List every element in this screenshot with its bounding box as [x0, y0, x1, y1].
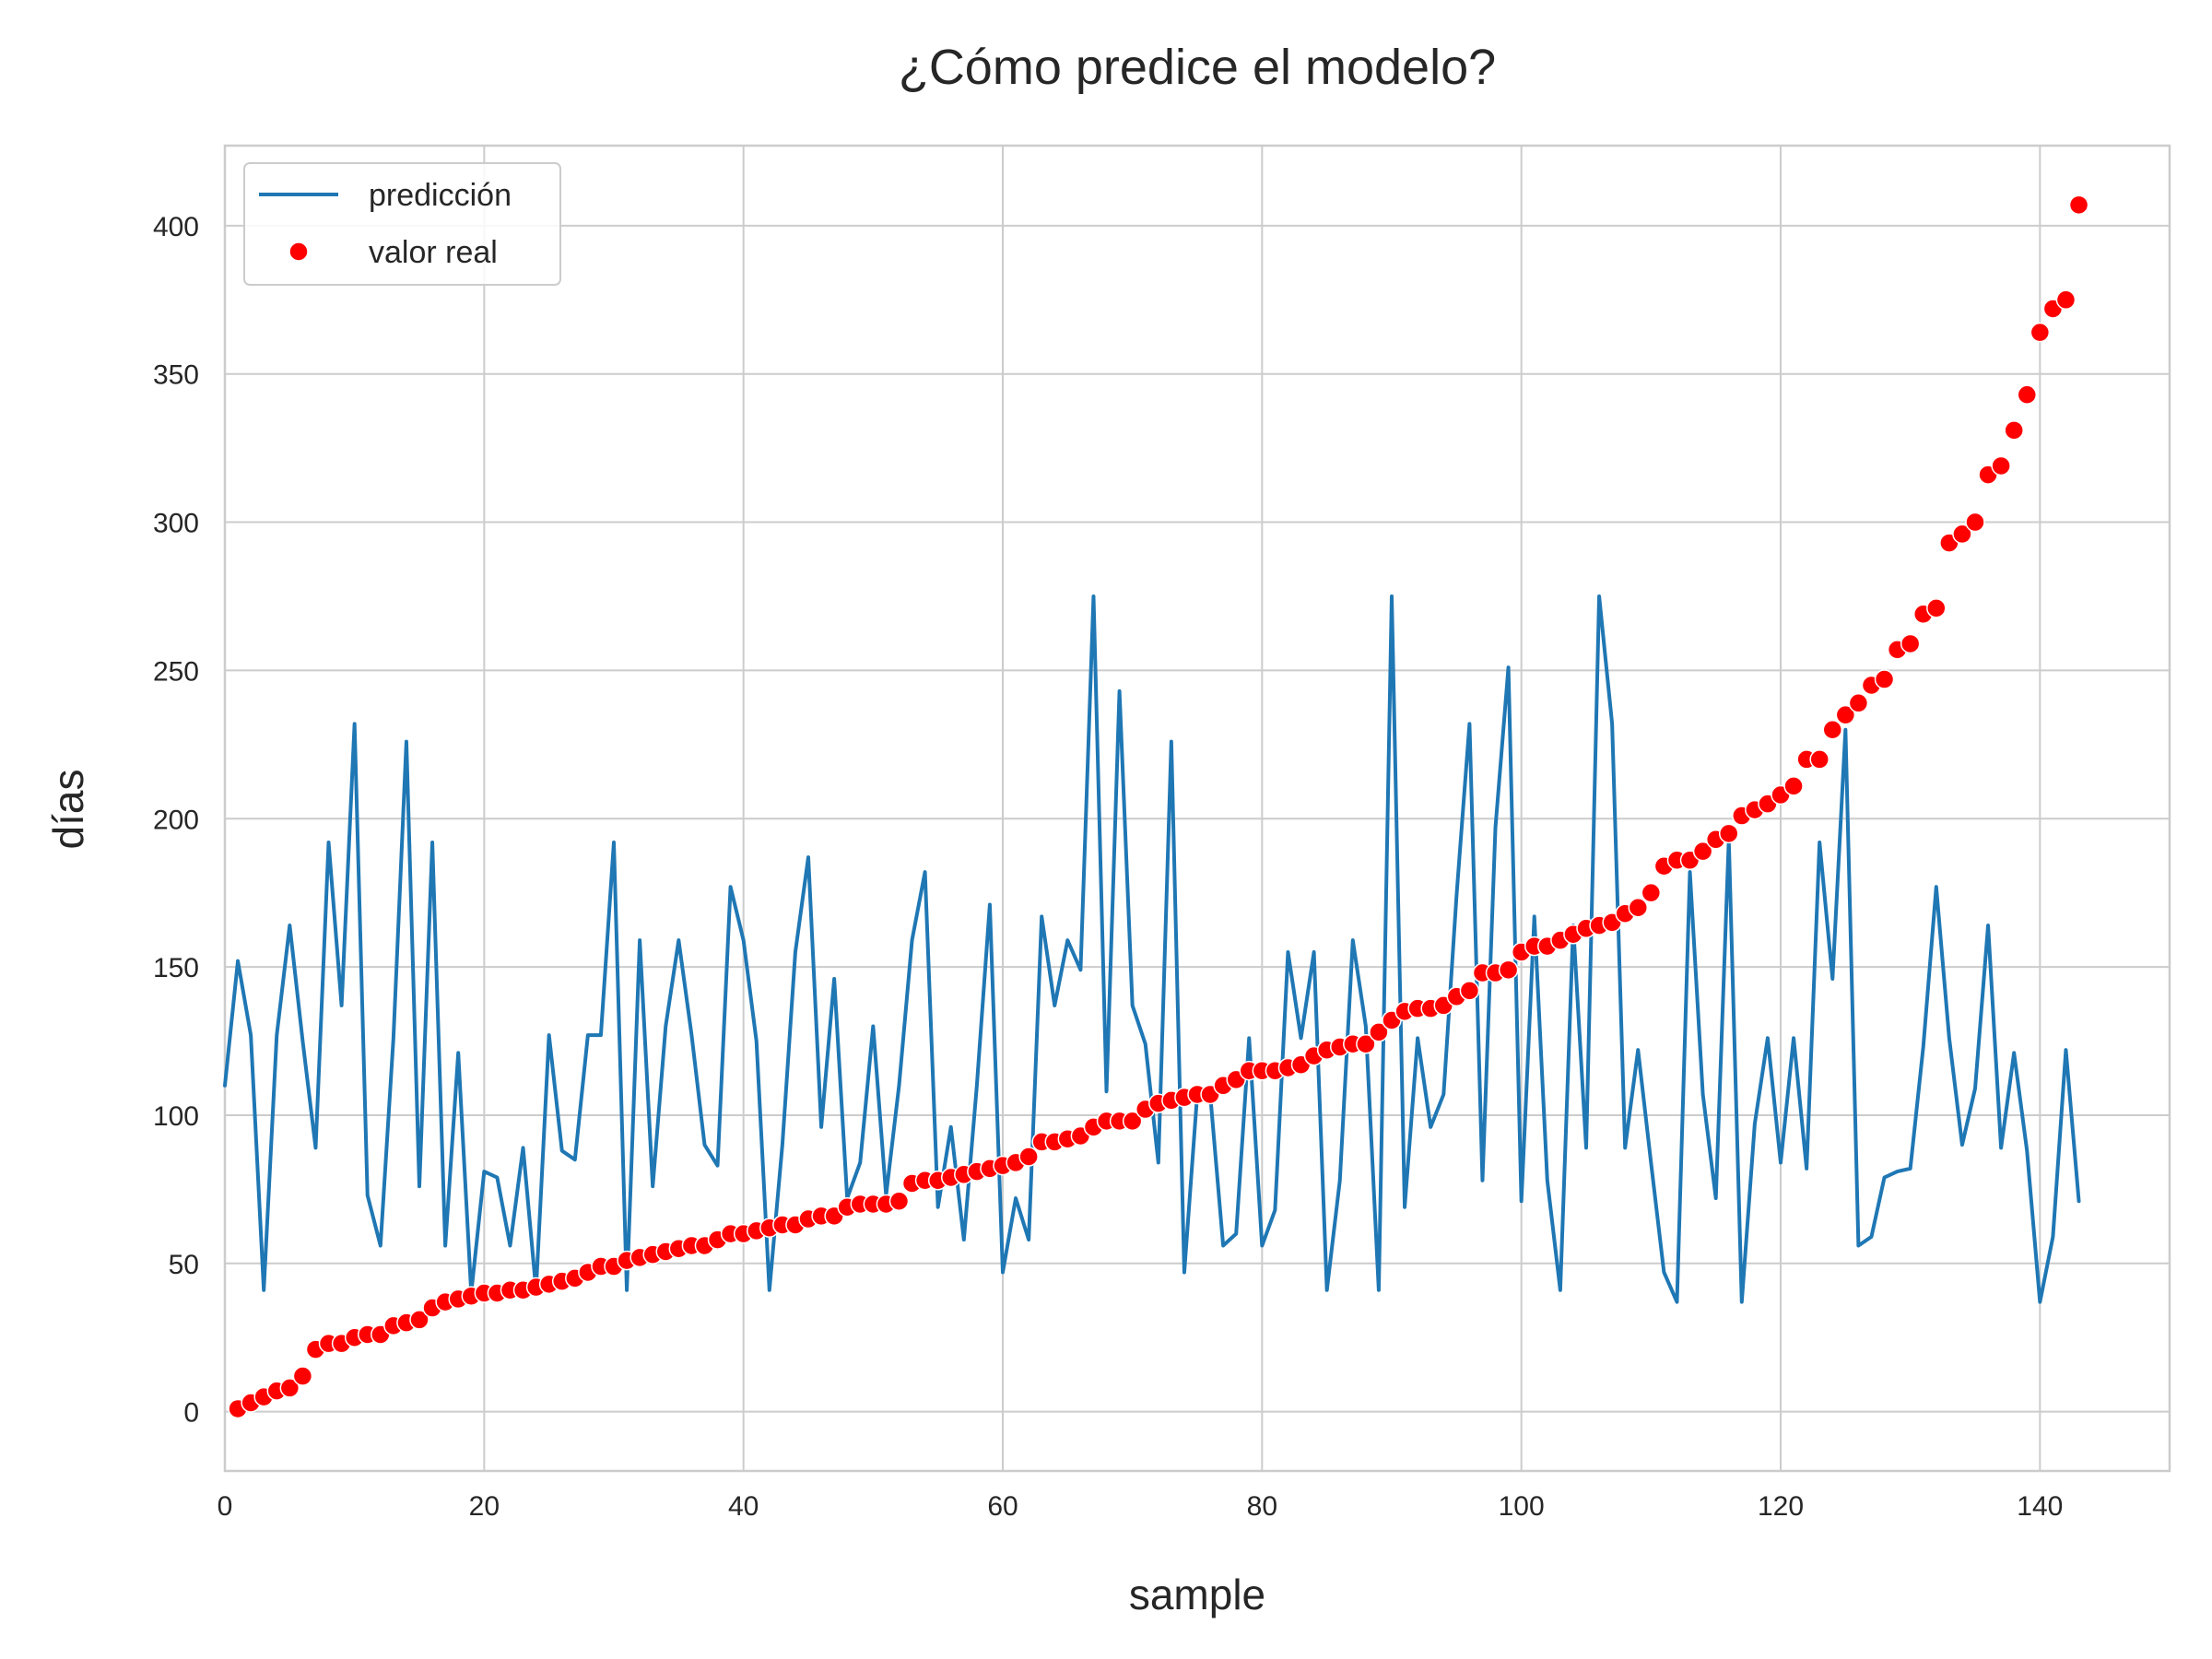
actual-point [1991, 455, 2011, 477]
actual-point [279, 1378, 300, 1398]
actual-point [1822, 720, 1843, 740]
actual-point [2030, 322, 2051, 343]
actual-point [409, 1310, 429, 1330]
actual-point [1628, 898, 1649, 918]
plot-frame [223, 144, 2171, 1473]
actual-point [1835, 704, 1856, 725]
x-tick-label: 140 [2017, 1491, 2063, 1522]
actual-point [1783, 776, 1804, 796]
actual-point [292, 1366, 313, 1386]
y-tick-label: 400 [153, 212, 199, 242]
x-tick-label: 40 [728, 1491, 759, 1522]
x-tick-label: 20 [469, 1491, 500, 1522]
tick-labels: 0 20 40 60 80 100 120 140 0 50 100 150 200 250 300 350 4… [153, 212, 2063, 1522]
actual-point [2017, 384, 2038, 405]
y-tick-label: 0 [183, 1398, 199, 1429]
actual-point [1848, 693, 1869, 713]
actual-point [1459, 981, 1480, 1001]
actual-point [1356, 1034, 1376, 1054]
actual-point [1965, 512, 1985, 533]
y-tick-label: 50 [169, 1250, 199, 1280]
y-tick-label: 200 [153, 805, 199, 835]
x-tick-label: 100 [1499, 1491, 1545, 1522]
actual-point [1926, 598, 1947, 618]
series [223, 194, 2089, 1419]
actual-point [1122, 1111, 1143, 1132]
y-axis-label: días [44, 770, 92, 850]
actual-point [1809, 749, 1830, 770]
y-tick-label: 100 [153, 1101, 199, 1132]
y-tick-label: 150 [153, 953, 199, 983]
x-axis-label: sample [1129, 1571, 1265, 1618]
actual-point [1692, 841, 1713, 862]
actual-point [1874, 669, 1895, 689]
actual-point [1018, 1147, 1039, 1167]
y-tick-label: 350 [153, 360, 199, 391]
y-tick-label: 250 [153, 656, 199, 687]
actual-point [1718, 823, 1739, 844]
actual-point [2004, 420, 2024, 441]
legend-label-prediction: predicción [369, 178, 512, 213]
x-tick-label: 80 [1247, 1491, 1277, 1522]
x-tick-label: 60 [987, 1491, 1018, 1522]
actual-point [1900, 633, 1921, 654]
x-tick-label: 120 [1758, 1491, 1804, 1522]
legend: predicción valor real [243, 162, 561, 286]
actual-point [2055, 289, 2077, 311]
actual-point [1369, 1022, 1389, 1042]
actual-point [1498, 959, 1519, 981]
legend-label-actual: valor real [369, 235, 498, 270]
actual-point [2068, 194, 2089, 216]
chart-title: ¿Cómo predice el modelo? [899, 40, 1496, 95]
legend-marker-swatch [288, 241, 309, 262]
actual-point [1641, 882, 1662, 903]
y-tick-label: 300 [153, 509, 199, 539]
x-tick-label: 0 [218, 1491, 233, 1522]
actual-point [1952, 524, 1972, 545]
actual-point [888, 1191, 910, 1211]
